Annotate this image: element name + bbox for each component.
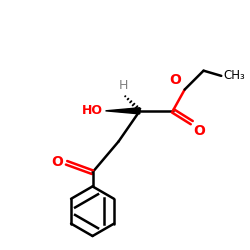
Text: CH₃: CH₃ (223, 69, 245, 82)
Text: O: O (194, 124, 205, 138)
Text: HO: HO (82, 104, 103, 117)
Text: O: O (51, 154, 63, 168)
Text: O: O (169, 73, 181, 87)
Text: H: H (118, 80, 128, 92)
Polygon shape (106, 108, 140, 114)
